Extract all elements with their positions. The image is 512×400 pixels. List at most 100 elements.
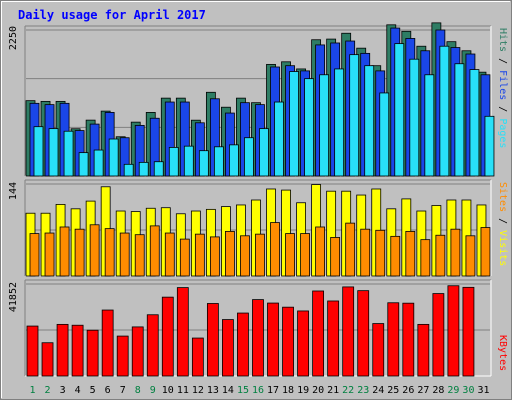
x-tick-label: 18 [282, 385, 294, 396]
x-tick-label: 28 [432, 385, 444, 396]
bar-sites [74, 228, 85, 277]
chart-title: Daily usage for April 2017 [18, 8, 206, 22]
legend-sep: / [497, 212, 508, 230]
bar-pages [93, 149, 104, 177]
legend-files: Files [497, 70, 508, 100]
bar-kbytes [297, 310, 309, 377]
bar-kbytes [342, 286, 355, 377]
bar-kbytes [372, 323, 385, 377]
x-tick-label: 15 [237, 385, 249, 396]
bar-sites [405, 230, 416, 277]
bar-kbytes [402, 302, 415, 377]
bar-pages [319, 74, 330, 177]
x-tick-label: 24 [372, 385, 384, 396]
x-tick-label: 16 [252, 385, 264, 396]
bar-kbytes [417, 323, 430, 377]
bar-sites [480, 227, 491, 277]
x-tick-label: 12 [192, 385, 204, 396]
bar-kbytes [237, 312, 249, 377]
x-tick-label: 13 [207, 385, 219, 396]
legend: KBytes [497, 335, 508, 371]
bar-kbytes [26, 325, 39, 377]
bar-kbytes [71, 324, 84, 377]
bar-pages [454, 63, 465, 177]
bar-sites [315, 226, 326, 277]
x-tick-label: 19 [297, 385, 309, 396]
bar-sites [420, 239, 431, 277]
legend-pages: Pages [497, 118, 508, 148]
bar-sites [330, 237, 341, 277]
x-tick-label: 1 [30, 385, 36, 396]
bar-pages [183, 145, 194, 177]
bar-pages [394, 43, 405, 177]
y-max-label: 41852 [8, 282, 19, 312]
bar-sites [119, 232, 130, 277]
bar-sites [465, 235, 476, 277]
bar-kbytes [206, 303, 219, 377]
x-tick-label: 30 [462, 385, 474, 396]
x-tick-label: 10 [162, 385, 174, 396]
panel-pages-files-hits: 2250 Hits / Files / Pages [8, 22, 508, 177]
bar-sites [375, 229, 386, 277]
bar-kbytes [56, 323, 69, 377]
bar-pages [304, 78, 314, 177]
x-tick-label: 26 [402, 385, 414, 396]
legend: Sites / Visits [497, 182, 508, 266]
bar-sites [179, 238, 190, 277]
bar-kbytes [327, 300, 340, 377]
bar-sites [29, 233, 40, 277]
bar-pages [33, 126, 44, 177]
x-tick-label: 31 [477, 385, 489, 396]
x-tick-label: 3 [60, 385, 66, 396]
bar-pages [244, 137, 254, 177]
bar-kbytes [116, 335, 129, 377]
legend-sites: Sites [497, 182, 508, 212]
bar-kbytes [131, 326, 144, 377]
bar-pages [213, 146, 224, 177]
bar-pages [229, 144, 239, 177]
bar-sites [104, 228, 115, 277]
bar-kbytes [191, 337, 204, 377]
bar-pages [424, 74, 435, 177]
bar-sites [450, 228, 461, 277]
bar-pages [274, 101, 284, 177]
bar-pages [168, 147, 179, 177]
legend-sep: / [497, 100, 508, 118]
bar-sites [134, 234, 145, 277]
x-tick-label: 5 [90, 385, 96, 396]
bar-pages [484, 115, 495, 177]
x-tick-label: 14 [222, 385, 234, 396]
bar-kbytes [387, 302, 400, 377]
bar-kbytes [357, 290, 370, 377]
bar-kbytes [267, 302, 279, 377]
panel-visits-sites: 144 Sites / Visits [8, 179, 508, 277]
bar-sites [390, 235, 401, 277]
x-tick-label: 20 [312, 385, 324, 396]
bar-pages [153, 161, 164, 177]
legend-sep: / [497, 52, 508, 70]
bar-sites [44, 232, 55, 277]
bar-sites [164, 232, 175, 277]
x-tick-label: 8 [135, 385, 141, 396]
bar-pages [78, 152, 89, 177]
bar-kbytes [447, 285, 460, 377]
bar-pages [439, 45, 450, 177]
bar-kbytes [86, 329, 99, 377]
bar-pages [349, 54, 360, 177]
x-tick-label: 29 [447, 385, 459, 396]
bar-sites [89, 224, 100, 277]
legend-visits: Visits [497, 230, 508, 266]
bar-kbytes [41, 342, 54, 377]
x-tick-label: 17 [267, 385, 279, 396]
legend-kbytes: KBytes [497, 335, 508, 371]
y-max-label: 144 [8, 182, 19, 200]
x-tick-label: 2 [45, 385, 51, 396]
bar-sites [240, 235, 250, 277]
bar-kbytes [176, 287, 189, 377]
bar-sites [149, 225, 160, 277]
x-tick-label: 22 [342, 385, 354, 396]
x-tick-label: 4 [75, 385, 81, 396]
x-tick-label: 25 [387, 385, 399, 396]
bar-kbytes [432, 293, 445, 377]
